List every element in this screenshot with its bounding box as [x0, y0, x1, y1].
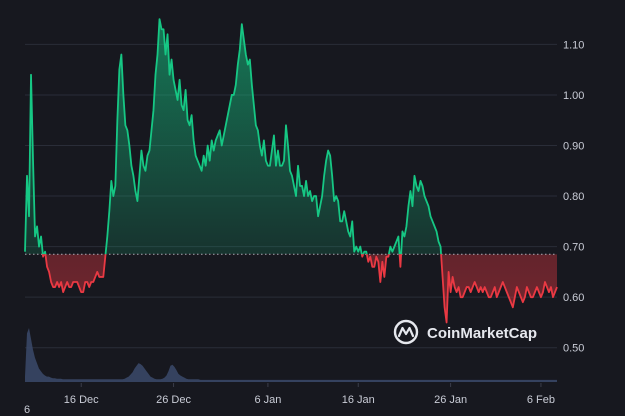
x-tick-label: 16 Dec [64, 394, 99, 406]
x-tick-label: 6 Feb [527, 394, 555, 406]
y-tick-label: 0.70 [563, 242, 584, 254]
x-axis-corner-label: 6 [24, 404, 30, 416]
x-tick-label: 16 Jan [342, 394, 375, 406]
y-axis-ticks: 0.50 0.60 0.70 0.80 0.90 1.00 1.10 [563, 39, 584, 354]
x-tick-label: 26 Jan [434, 394, 467, 406]
y-tick-label: 0.60 [563, 292, 584, 304]
y-tick-label: 0.50 [563, 343, 584, 355]
y-tick-label: 0.90 [563, 141, 584, 153]
price-line-up [24, 18, 442, 255]
y-tick-label: 1.10 [563, 39, 584, 51]
price-line [24, 18, 558, 324]
area-fill [25, 19, 557, 323]
coinmarketcap-logo-icon [393, 319, 419, 345]
price-line-down [41, 254, 558, 324]
coinmarketcap-watermark: CoinMarketCap [393, 319, 537, 345]
y-tick-label: 0.80 [563, 191, 584, 203]
x-tick-label: 6 Jan [254, 394, 281, 406]
x-axis-ticks: 16 Dec 26 Dec 6 Jan 16 Jan 26 Jan 6 Feb [64, 383, 555, 406]
y-tick-label: 1.00 [563, 90, 584, 102]
coinmarketcap-wordmark: CoinMarketCap [427, 325, 537, 342]
area-fill-down [42, 254, 557, 323]
x-tick-label: 26 Dec [156, 394, 191, 406]
